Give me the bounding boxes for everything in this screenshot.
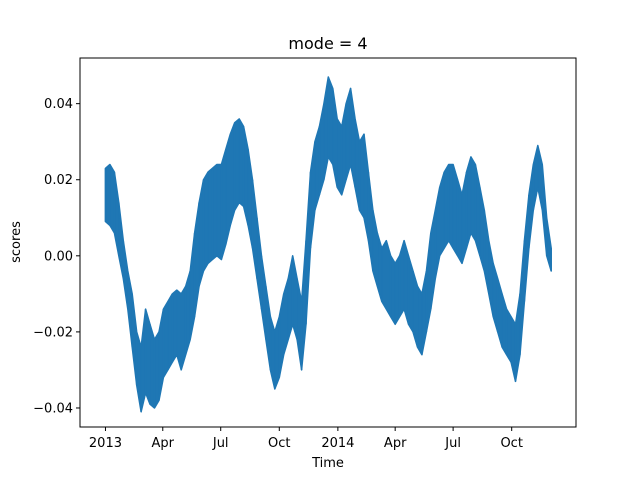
axes-frame (79, 57, 577, 428)
x-tick-label: 2013 (89, 436, 122, 451)
x-tick-label: Apr (152, 436, 175, 451)
y-tick-label: −0.04 (33, 401, 73, 416)
x-tick-label: Jul (212, 436, 229, 451)
y-tick-label: −0.02 (33, 325, 73, 340)
plot-area (104, 76, 552, 413)
chart-title: mode = 4 (288, 34, 367, 53)
x-tick-label: Apr (384, 436, 407, 451)
y-axis: −0.04 −0.02 0.00 0.02 0.04 (33, 97, 80, 416)
y-tick-label: 0.02 (44, 173, 73, 188)
y-tick-label: 0.00 (44, 249, 73, 264)
x-tick-label: Oct (268, 436, 290, 451)
x-tick-label: Oct (500, 436, 522, 451)
x-tick-label: Jul (444, 436, 461, 451)
x-axis: 2013 Apr Jul Oct 2014 Apr Jul Oct (89, 427, 523, 451)
y-tick-label: 0.04 (44, 97, 73, 112)
y-axis-label: scores (9, 221, 24, 263)
x-tick-label: 2014 (321, 436, 354, 451)
x-axis-label: Time (311, 456, 344, 471)
